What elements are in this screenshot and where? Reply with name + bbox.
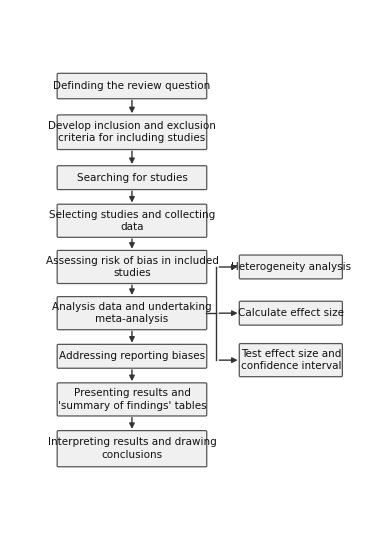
Text: Develop inclusion and exclusion
criteria for including studies: Develop inclusion and exclusion criteria… — [48, 121, 216, 144]
Text: Selecting studies and collecting
data: Selecting studies and collecting data — [49, 210, 215, 232]
FancyBboxPatch shape — [57, 296, 207, 329]
FancyBboxPatch shape — [57, 344, 207, 369]
Text: Addressing reporting biases: Addressing reporting biases — [59, 351, 205, 361]
Text: Searching for studies: Searching for studies — [76, 173, 187, 183]
FancyBboxPatch shape — [57, 431, 207, 467]
Text: Presenting results and
'summary of findings' tables: Presenting results and 'summary of findi… — [58, 388, 206, 411]
Text: Calculate effect size: Calculate effect size — [238, 308, 344, 318]
FancyBboxPatch shape — [57, 166, 207, 190]
Text: Analysis data and undertaking
meta-analysis: Analysis data and undertaking meta-analy… — [52, 302, 212, 324]
FancyBboxPatch shape — [57, 383, 207, 416]
Text: Interpreting results and drawing
conclusions: Interpreting results and drawing conclus… — [47, 437, 216, 460]
FancyBboxPatch shape — [57, 73, 207, 99]
Text: Assessing risk of bias in included
studies: Assessing risk of bias in included studi… — [46, 256, 218, 278]
FancyBboxPatch shape — [57, 204, 207, 238]
FancyBboxPatch shape — [239, 301, 342, 325]
Text: Definding the review question: Definding the review question — [53, 81, 211, 91]
FancyBboxPatch shape — [57, 115, 207, 150]
FancyBboxPatch shape — [239, 255, 342, 279]
Text: Test effect size and
confidence interval: Test effect size and confidence interval — [240, 349, 341, 371]
FancyBboxPatch shape — [239, 344, 342, 377]
FancyBboxPatch shape — [57, 250, 207, 284]
Text: Heterogeneity analysis: Heterogeneity analysis — [231, 262, 351, 272]
